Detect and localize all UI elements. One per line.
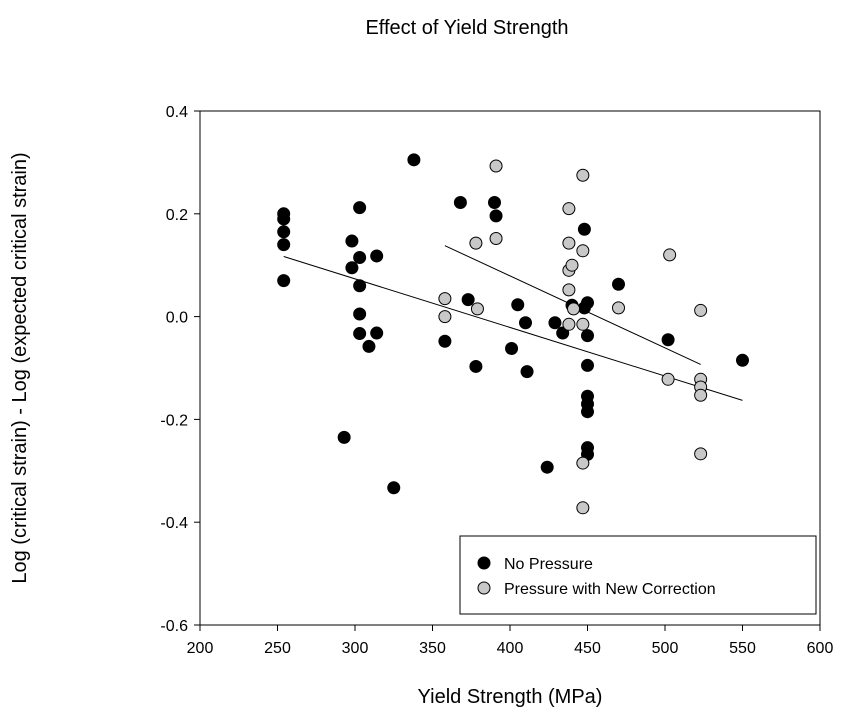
y-axis-label: Log (critical strain) - Log (expected cr… bbox=[9, 152, 31, 583]
data-point-no-pressure bbox=[661, 333, 675, 347]
x-tick-label: 350 bbox=[419, 640, 446, 657]
y-tick-label: 0.2 bbox=[166, 207, 188, 224]
data-point-no-pressure bbox=[461, 293, 475, 307]
data-point-no-pressure bbox=[345, 234, 359, 248]
data-point-pressure bbox=[562, 236, 576, 250]
data-point-no-pressure bbox=[438, 334, 452, 348]
data-point-pressure bbox=[576, 168, 590, 182]
data-point-no-pressure bbox=[581, 358, 594, 372]
data-point-no-pressure bbox=[277, 225, 291, 239]
data-point-pressure bbox=[612, 301, 625, 315]
data-point-pressure bbox=[663, 248, 677, 262]
data-point-no-pressure bbox=[353, 327, 367, 341]
data-point-pressure bbox=[562, 317, 576, 331]
x-tick-label: 400 bbox=[497, 640, 524, 657]
data-point-pressure bbox=[576, 456, 590, 470]
y-tick-label: -0.2 bbox=[160, 412, 188, 429]
data-points bbox=[277, 153, 749, 515]
legend-marker-no-pressure bbox=[477, 556, 491, 570]
data-point-no-pressure bbox=[612, 277, 625, 291]
data-point-pressure bbox=[438, 310, 452, 324]
data-point-no-pressure bbox=[489, 209, 503, 223]
data-point-no-pressure bbox=[548, 316, 562, 330]
x-tick-label: 600 bbox=[807, 640, 834, 657]
x-tick-label: 300 bbox=[342, 640, 369, 657]
data-point-no-pressure bbox=[469, 359, 483, 373]
data-point-no-pressure bbox=[353, 250, 367, 264]
data-point-no-pressure bbox=[453, 195, 467, 209]
x-tick-label: 500 bbox=[652, 640, 679, 657]
data-point-pressure bbox=[576, 244, 590, 258]
data-point-no-pressure bbox=[511, 298, 525, 312]
x-tick-label: 550 bbox=[729, 640, 756, 657]
x-axis: 200 250 300 350 400 450 500 550 600 bbox=[187, 625, 834, 657]
legend-label-no-pressure: No Pressure bbox=[504, 556, 593, 573]
data-point-no-pressure bbox=[370, 326, 384, 340]
legend-marker-pressure bbox=[477, 581, 491, 595]
x-axis-label: Yield Strength (MPa) bbox=[418, 686, 603, 708]
x-tick-label: 250 bbox=[264, 640, 291, 657]
data-point-pressure bbox=[694, 303, 708, 317]
data-point-pressure bbox=[562, 202, 576, 216]
y-tick-label: -0.4 bbox=[160, 515, 188, 532]
data-point-no-pressure bbox=[556, 326, 570, 340]
data-point-pressure bbox=[562, 283, 576, 297]
data-point-pressure bbox=[694, 447, 708, 461]
data-point-no-pressure bbox=[581, 296, 594, 310]
data-point-no-pressure bbox=[370, 249, 384, 263]
legend-box bbox=[459, 535, 817, 615]
x-tick-label: 450 bbox=[574, 640, 601, 657]
data-point-no-pressure bbox=[407, 153, 421, 167]
data-point-pressure bbox=[489, 231, 503, 245]
data-point-pressure bbox=[469, 236, 483, 250]
data-point-no-pressure bbox=[505, 341, 519, 355]
data-point-pressure bbox=[470, 302, 484, 316]
y-tick-label: 0.0 bbox=[166, 310, 188, 327]
data-point-pressure bbox=[576, 317, 590, 331]
data-point-no-pressure bbox=[488, 195, 501, 209]
data-point-no-pressure bbox=[540, 460, 554, 474]
data-point-pressure bbox=[661, 372, 675, 386]
y-tick-label: -0.6 bbox=[160, 618, 188, 635]
data-point-pressure bbox=[565, 258, 579, 272]
data-point-no-pressure bbox=[577, 222, 591, 236]
data-point-no-pressure bbox=[277, 212, 291, 226]
data-point-no-pressure bbox=[353, 279, 367, 293]
legend: No Pressure Pressure with New Correction bbox=[459, 535, 817, 615]
legend-label-pressure: Pressure with New Correction bbox=[504, 581, 716, 598]
data-point-pressure bbox=[694, 388, 708, 402]
data-point-no-pressure bbox=[519, 316, 532, 330]
data-point-pressure bbox=[489, 159, 503, 173]
data-point-no-pressure bbox=[581, 329, 594, 343]
y-tick-label: 0.4 bbox=[166, 104, 188, 121]
data-point-no-pressure bbox=[277, 274, 291, 288]
data-point-pressure bbox=[438, 292, 452, 306]
data-point-no-pressure bbox=[736, 353, 749, 367]
data-point-no-pressure bbox=[362, 339, 376, 353]
data-point-pressure bbox=[567, 302, 581, 316]
data-point-no-pressure bbox=[353, 201, 367, 215]
data-point-no-pressure bbox=[520, 365, 534, 379]
data-point-no-pressure bbox=[337, 430, 351, 444]
data-point-no-pressure bbox=[581, 405, 594, 419]
data-point-pressure bbox=[576, 501, 590, 515]
data-point-no-pressure bbox=[387, 481, 401, 495]
data-point-no-pressure bbox=[345, 261, 359, 275]
data-point-no-pressure bbox=[277, 238, 291, 252]
x-tick-label: 200 bbox=[187, 640, 214, 657]
chart-title: Effect of Yield Strength bbox=[365, 17, 568, 39]
data-point-no-pressure bbox=[353, 307, 367, 321]
y-axis: -0.6 -0.4 -0.2 0.0 0.2 0.4 bbox=[160, 104, 200, 635]
